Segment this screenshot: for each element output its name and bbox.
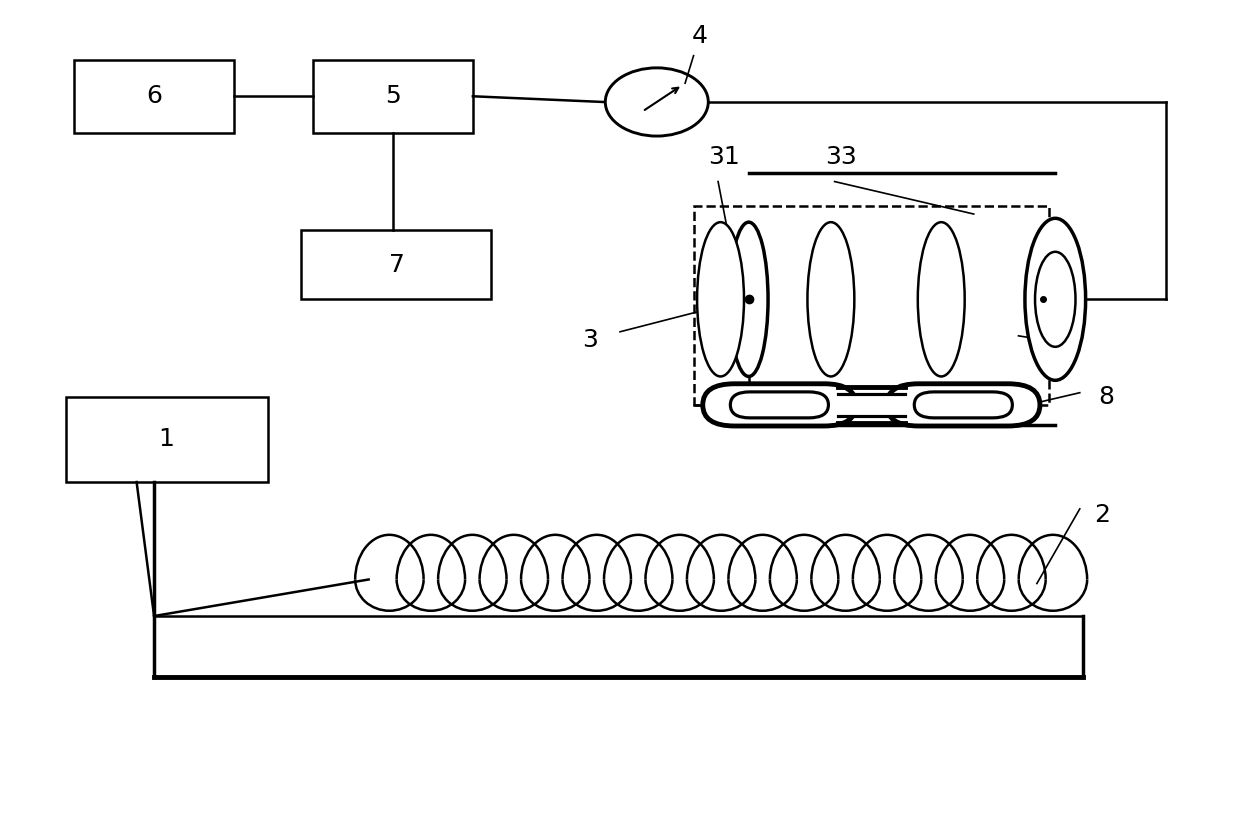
Ellipse shape [1035, 252, 1075, 347]
Text: 32: 32 [1043, 332, 1075, 356]
Bar [66, 396, 268, 482]
FancyBboxPatch shape [887, 384, 1040, 426]
FancyBboxPatch shape [914, 392, 1012, 418]
Text: 33: 33 [825, 145, 857, 169]
Text: 31: 31 [708, 145, 740, 169]
Text: 1: 1 [159, 427, 175, 451]
Bar [693, 206, 1049, 405]
Bar [314, 59, 472, 133]
Text: 4: 4 [692, 24, 708, 48]
Text: 5: 5 [386, 84, 401, 108]
Ellipse shape [807, 222, 854, 377]
FancyBboxPatch shape [730, 392, 828, 418]
Ellipse shape [1025, 218, 1085, 380]
Bar [74, 59, 234, 133]
FancyBboxPatch shape [703, 384, 856, 426]
Text: 6: 6 [146, 84, 162, 108]
Ellipse shape [697, 222, 744, 377]
Text: 3: 3 [582, 328, 598, 352]
Text: 8: 8 [1099, 385, 1115, 409]
Ellipse shape [729, 222, 768, 377]
Ellipse shape [918, 222, 965, 377]
Text: 2: 2 [1095, 502, 1111, 526]
Bar [301, 230, 491, 299]
Text: 7: 7 [389, 254, 404, 278]
